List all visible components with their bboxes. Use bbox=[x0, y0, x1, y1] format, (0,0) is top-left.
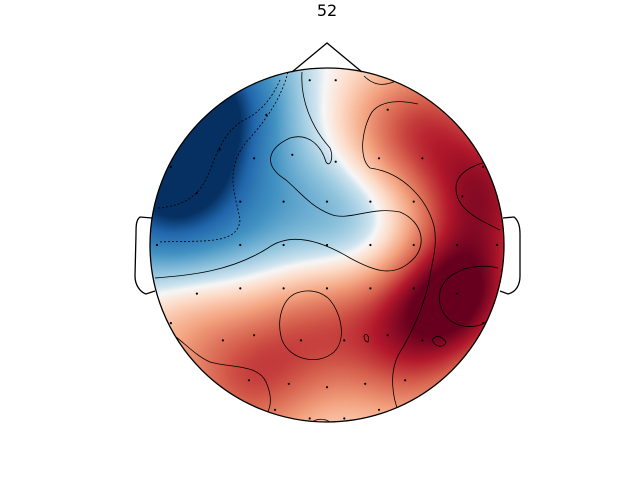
sensor-dot bbox=[325, 386, 329, 389]
sensor-dot bbox=[461, 195, 464, 198]
sensor-dot bbox=[325, 287, 329, 290]
sensor-dot bbox=[343, 339, 346, 342]
contour-line bbox=[363, 334, 369, 343]
sensor-dot bbox=[325, 243, 329, 247]
sensor-dot bbox=[291, 153, 294, 156]
sensor-dot bbox=[412, 200, 415, 203]
sensor-dot bbox=[282, 243, 285, 247]
head-circle bbox=[149, 67, 505, 423]
sensor-dot bbox=[239, 243, 242, 247]
contour-line bbox=[157, 79, 281, 209]
sensor-dot bbox=[287, 382, 290, 385]
sensor-dot bbox=[325, 200, 329, 203]
contour-line bbox=[362, 101, 436, 421]
contour-line bbox=[159, 71, 289, 243]
sensor-dot bbox=[369, 243, 372, 247]
sensor-dot bbox=[421, 157, 424, 160]
sensor-dot bbox=[386, 334, 389, 337]
sensor-dot bbox=[369, 200, 372, 203]
sensor-dot bbox=[421, 339, 424, 342]
sensor-dot bbox=[169, 322, 172, 325]
sensor-dot bbox=[456, 243, 459, 247]
sensor-dot bbox=[265, 113, 268, 116]
sensor-dot bbox=[169, 165, 172, 168]
sensor-dot bbox=[253, 157, 256, 160]
sensor-dot bbox=[364, 382, 367, 385]
contour-line bbox=[431, 336, 447, 347]
sensor-dot bbox=[369, 287, 372, 290]
sensor-dot bbox=[308, 79, 311, 82]
sensor-dot bbox=[282, 200, 285, 203]
sensor-dot bbox=[282, 287, 285, 290]
sensor-dot bbox=[482, 165, 485, 168]
sensor-dot bbox=[412, 287, 415, 290]
sensor-dot bbox=[404, 379, 407, 382]
sensor-dot bbox=[377, 408, 381, 411]
sensor-dot bbox=[334, 79, 337, 82]
sensor-dot bbox=[377, 157, 381, 160]
chart-title: 52 bbox=[317, 1, 337, 20]
sensor-dot bbox=[299, 339, 303, 342]
sensor-dot bbox=[386, 108, 389, 111]
contour-line bbox=[307, 418, 335, 422]
sensor-dot bbox=[495, 243, 499, 247]
sensor-dot bbox=[247, 379, 250, 382]
right-ear bbox=[499, 216, 521, 295]
sensor-dot bbox=[155, 243, 159, 247]
sensor-dot bbox=[482, 322, 485, 325]
sensor-dot bbox=[456, 292, 459, 295]
sensor-dot bbox=[239, 287, 242, 290]
contour-lines bbox=[154, 71, 501, 422]
sensor-dot bbox=[273, 408, 277, 411]
sensor-dot bbox=[253, 334, 256, 337]
sensor-markers bbox=[155, 79, 499, 420]
sensor-dot bbox=[343, 417, 346, 420]
contour-line bbox=[171, 333, 271, 421]
sensor-dot bbox=[239, 200, 242, 203]
head-outline bbox=[134, 42, 521, 423]
sensor-dot bbox=[221, 339, 224, 342]
sensor-dot bbox=[412, 243, 415, 247]
sensor-dot bbox=[218, 148, 221, 151]
nose bbox=[291, 42, 363, 73]
contour-line bbox=[279, 290, 342, 360]
sensor-dot bbox=[195, 191, 198, 195]
left-ear bbox=[134, 216, 156, 295]
sensor-dot bbox=[308, 417, 311, 420]
contour-line bbox=[455, 159, 501, 231]
contour-line bbox=[154, 71, 422, 279]
sensor-dot bbox=[334, 160, 337, 163]
sensor-dot bbox=[195, 292, 198, 295]
